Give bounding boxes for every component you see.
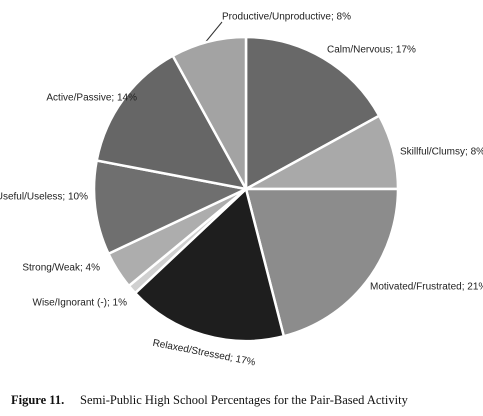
leader-line [203,21,223,45]
pie-slice [92,159,251,256]
slice-label: Active/Passive; 14% [46,93,137,104]
slice-label: Skillful/Clumsy; 8% [400,147,483,158]
slice-label: Productive/Unproductive; 8% [222,12,351,23]
caption: Semi-Public High School Percentages for … [80,393,409,407]
slice-label: Motivated/Frustrated; 21% [370,282,483,293]
caption-label: Figure 11. [11,393,64,407]
slice-label: Relaxed/Stressed; 17% [152,338,257,369]
pie-slice [171,35,248,190]
slice-label: Strong/Weak; 4% [22,263,100,274]
pie-slice [244,35,381,192]
slice-label: Calm/Nervous; 17% [327,45,416,56]
pie-slice [244,187,400,338]
slice-label: Wise/Ignorant (-); 1% [33,298,128,309]
slice-label: Useful/Useless; 10% [0,192,88,203]
pie-slice [133,186,286,343]
pie-slice [95,54,249,191]
